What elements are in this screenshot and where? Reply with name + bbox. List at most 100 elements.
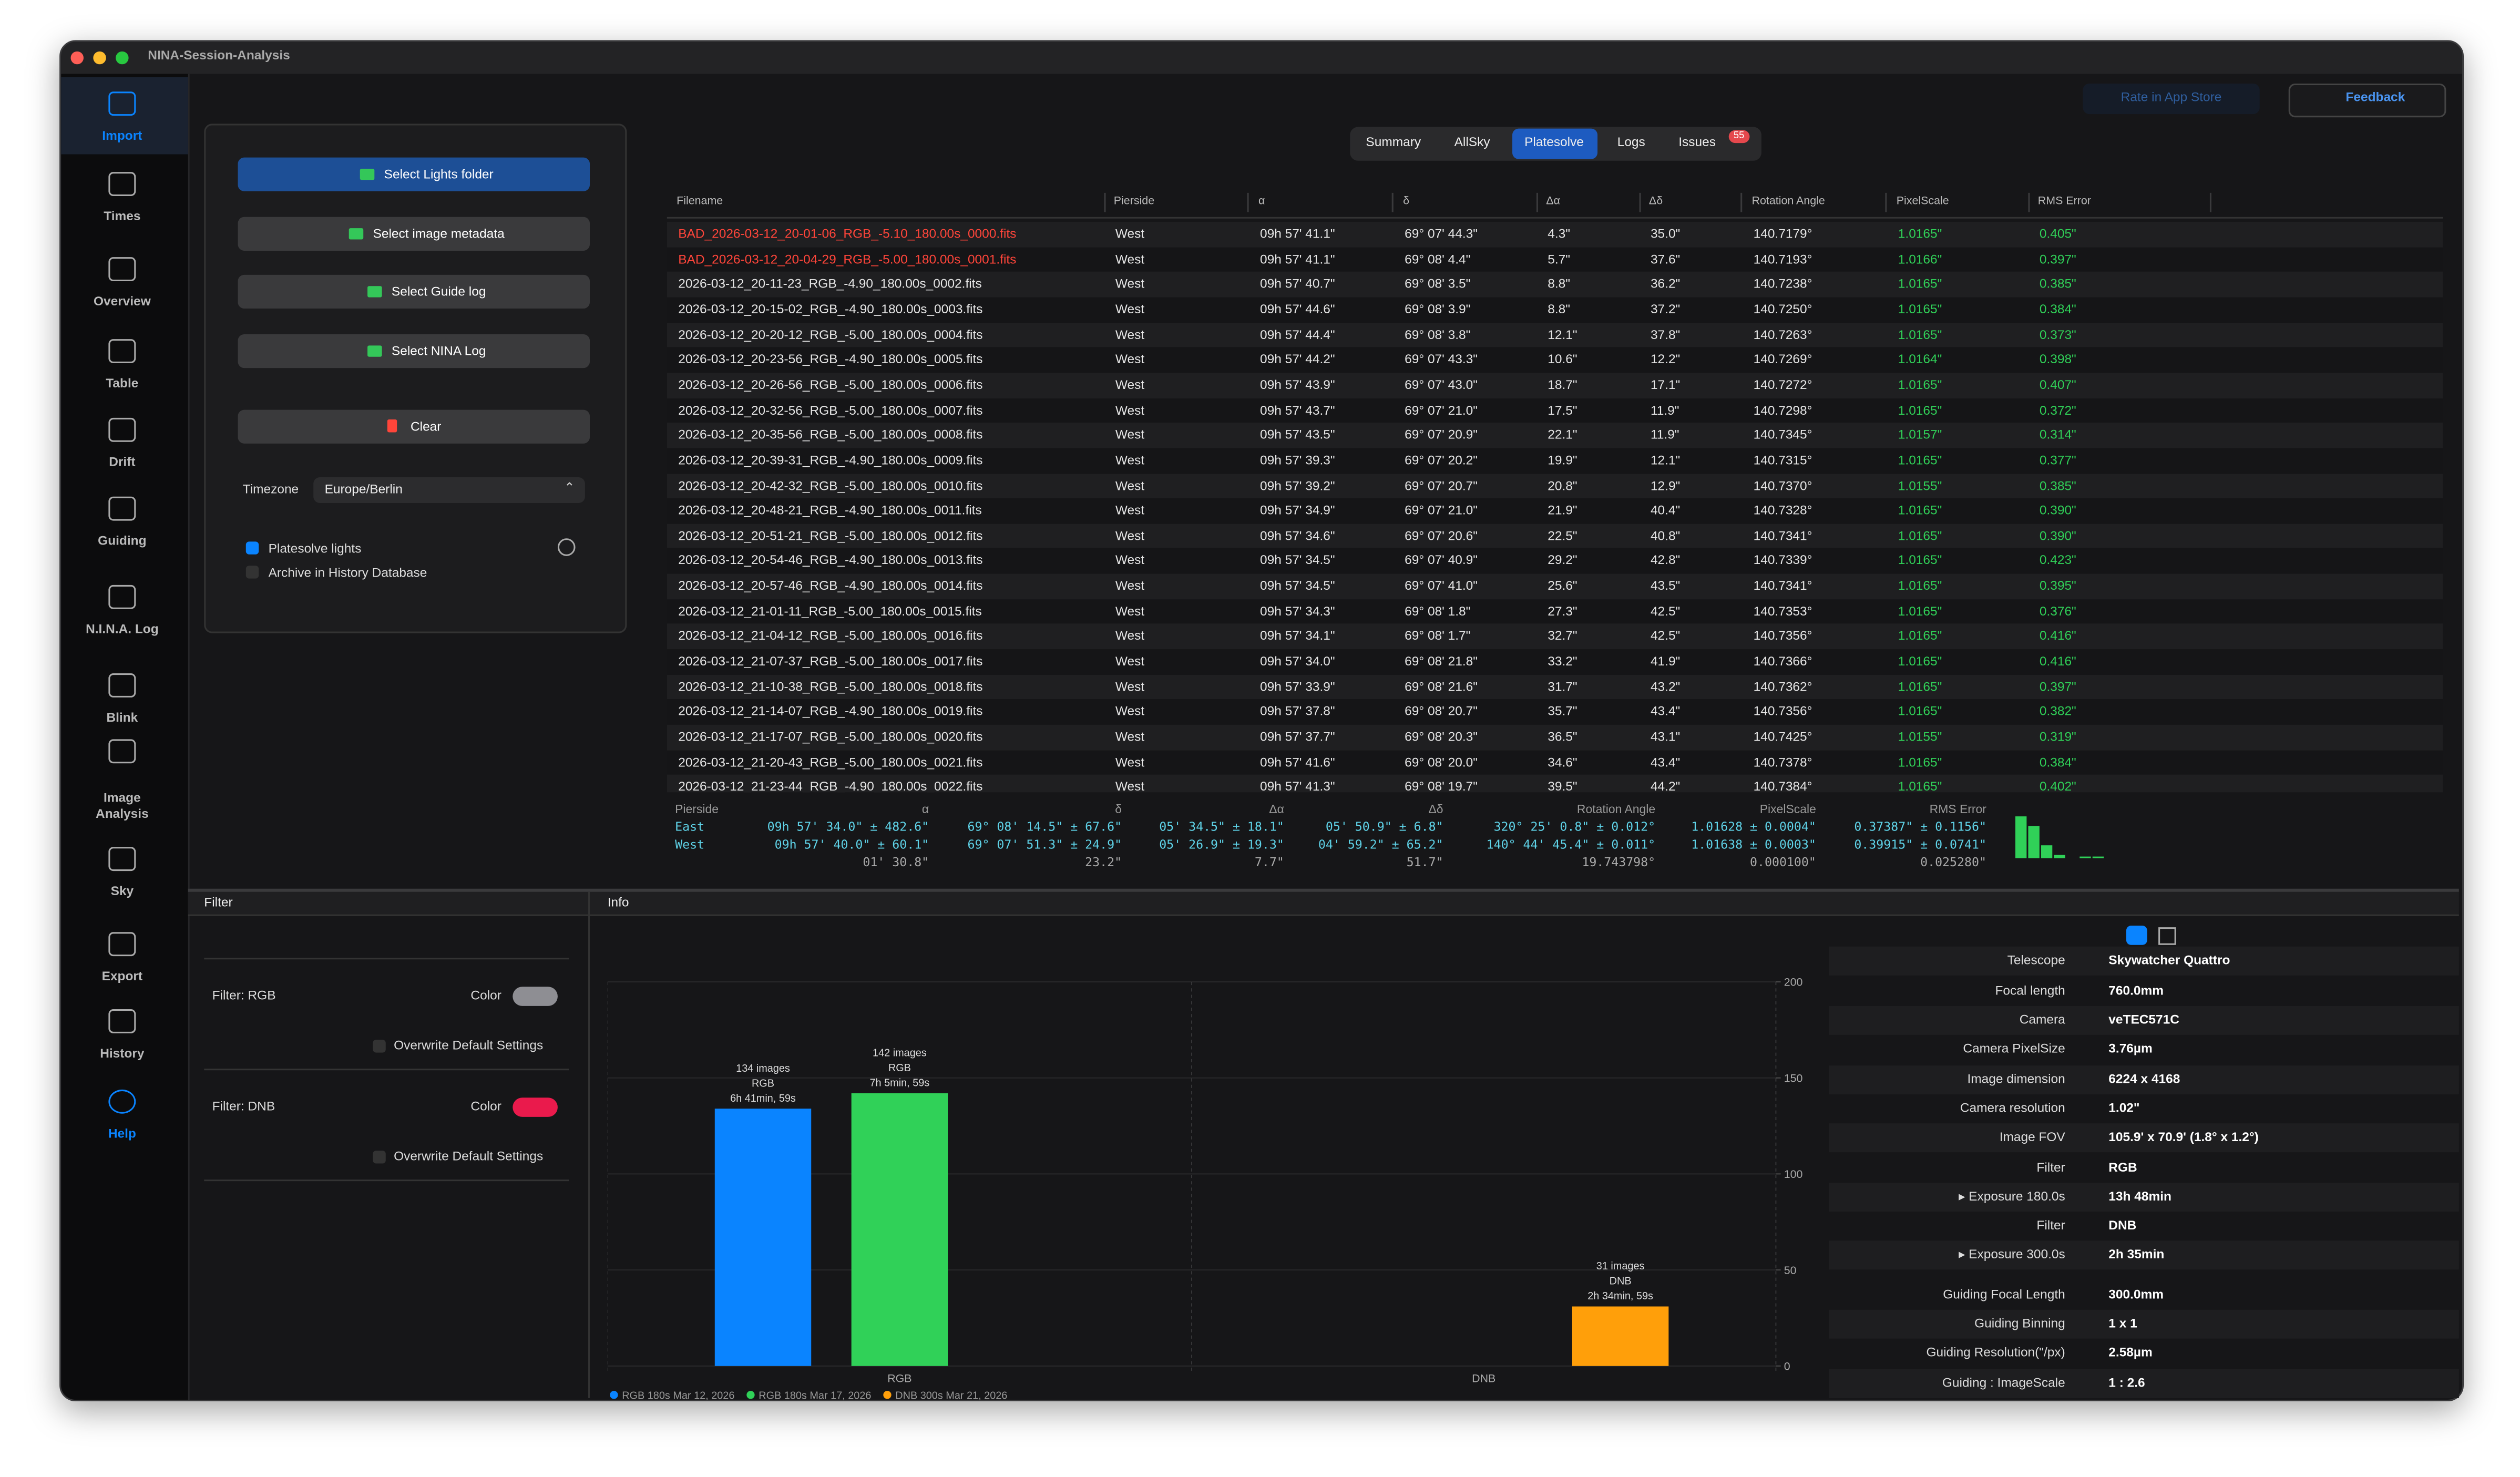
sidebar-item[interactable]: Overview: [93, 294, 151, 309]
rate-label[interactable]: Rate in App Store: [2121, 90, 2222, 105]
checkbox[interactable]: [373, 1151, 386, 1164]
checkbox[interactable]: [245, 566, 259, 579]
sidebar-icon[interactable]: [108, 91, 136, 116]
tab[interactable]: Issues: [1678, 135, 1716, 150]
sidebar-icon[interactable]: [108, 1089, 136, 1114]
table-row[interactable]: 2026-03-12_21-17-07_RGB_-5.00_180.00s_00…: [667, 724, 2443, 750]
sidebar-item[interactable]: Import: [102, 128, 142, 143]
tab[interactable]: Summary: [1366, 135, 1421, 150]
zoom-button[interactable]: [116, 51, 129, 65]
sidebar-icon[interactable]: [108, 417, 136, 442]
sidebar-item[interactable]: Guiding: [98, 534, 147, 548]
table-cell: 2026-03-12_20-35-56_RGB_-5.00_180.00s_00…: [678, 427, 983, 443]
tab[interactable]: Platesolve: [1524, 135, 1584, 150]
table-row[interactable]: 2026-03-12_21-20-43_RGB_-5.00_180.00s_00…: [667, 750, 2443, 775]
column-header[interactable]: Pierside: [1113, 196, 1155, 208]
table-row[interactable]: 2026-03-12_20-35-56_RGB_-5.00_180.00s_00…: [667, 423, 2443, 448]
clear-button[interactable]: [238, 409, 590, 444]
settings-icon[interactable]: [557, 538, 576, 556]
table-row[interactable]: 2026-03-12_20-57-46_RGB_-4.90_180.00s_00…: [667, 573, 2443, 599]
table-row[interactable]: 2026-03-12_20-39-31_RGB_-4.90_180.00s_00…: [667, 448, 2443, 474]
table-row[interactable]: 2026-03-12_20-11-23_RGB_-4.90_180.00s_00…: [667, 272, 2443, 298]
sidebar-item[interactable]: Sky: [110, 884, 134, 899]
sidebar-icon[interactable]: [108, 584, 136, 609]
sidebar-item[interactable]: History: [100, 1046, 145, 1061]
checkbox[interactable]: [373, 1040, 386, 1053]
table-row[interactable]: 2026-03-12_20-51-21_RGB_-5.00_180.00s_00…: [667, 524, 2443, 549]
rate-button[interactable]: [2083, 83, 2260, 115]
column-header[interactable]: Filename: [677, 196, 723, 208]
column-header[interactable]: Rotation Angle: [1751, 196, 1825, 208]
table-row[interactable]: BAD_2026-03-12_20-01-06_RGB_-5.10_180.00…: [667, 221, 2443, 247]
checkbox-label[interactable]: Overwrite Default Settings: [394, 1038, 544, 1053]
map-toggle[interactable]: [2158, 927, 2176, 945]
clear-label[interactable]: Clear: [410, 419, 442, 434]
column-header[interactable]: α: [1258, 196, 1265, 208]
table-row[interactable]: 2026-03-12_21-23-44_RGB_-4.90_180.00s_00…: [667, 775, 2443, 793]
table-row[interactable]: 2026-03-12_20-48-21_RGB_-4.90_180.00s_00…: [667, 498, 2443, 524]
sidebar-icon[interactable]: [108, 339, 136, 363]
table-row[interactable]: 2026-03-12_20-54-46_RGB_-4.90_180.00s_00…: [667, 548, 2443, 574]
table-row[interactable]: 2026-03-12_20-20-12_RGB_-5.00_180.00s_00…: [667, 322, 2443, 348]
sidebar-icon[interactable]: [108, 739, 136, 764]
sidebar-item[interactable]: Table: [106, 376, 139, 391]
sidebar-icon[interactable]: [108, 257, 136, 282]
table-row[interactable]: 2026-03-12_20-26-56_RGB_-5.00_180.00s_00…: [667, 372, 2443, 398]
column-header[interactable]: Δδ: [1648, 196, 1663, 208]
column-header[interactable]: PixelScale: [1896, 196, 1949, 208]
sidebar-icon[interactable]: [108, 673, 136, 698]
close-button[interactable]: [70, 51, 84, 65]
table-row[interactable]: 2026-03-12_21-01-11_RGB_-5.00_180.00s_00…: [667, 599, 2443, 624]
sidebar-item[interactable]: Blink: [106, 710, 138, 725]
feedback-label[interactable]: Feedback: [2345, 90, 2405, 105]
feedback-button[interactable]: [2288, 83, 2446, 118]
table-row[interactable]: 2026-03-12_20-32-56_RGB_-5.00_180.00s_00…: [667, 397, 2443, 423]
tab[interactable]: AllSky: [1454, 135, 1490, 150]
button[interactable]: [238, 217, 590, 251]
table-row[interactable]: 2026-03-12_21-07-37_RGB_-5.00_180.00s_00…: [667, 649, 2443, 675]
sidebar-item[interactable]: Times: [104, 209, 141, 223]
button-label[interactable]: Select Lights folder: [360, 168, 494, 181]
sidebar-icon[interactable]: [108, 932, 136, 957]
table-row[interactable]: 2026-03-12_21-14-07_RGB_-4.90_180.00s_00…: [667, 700, 2443, 725]
color-toggle[interactable]: [513, 987, 558, 1006]
info-key: Image dimension: [1967, 1072, 2065, 1086]
checkbox-label[interactable]: Archive in History Database: [268, 566, 427, 580]
table-cell: 69° 07' 21.0": [1405, 403, 1478, 417]
table-row[interactable]: 2026-03-12_20-23-56_RGB_-4.90_180.00s_00…: [667, 347, 2443, 373]
sidebar-item[interactable]: Export: [101, 969, 143, 984]
sidebar-icon[interactable]: [108, 496, 136, 521]
sidebar-item[interactable]: Drift: [109, 455, 136, 469]
table-row[interactable]: 2026-03-12_20-42-32_RGB_-5.00_180.00s_00…: [667, 473, 2443, 499]
sidebar-icon[interactable]: [108, 1009, 136, 1033]
sidebar-item[interactable]: Image Analysis: [96, 791, 149, 822]
tab[interactable]: Logs: [1617, 135, 1645, 150]
column-header[interactable]: δ: [1403, 196, 1410, 208]
minimize-button[interactable]: [93, 51, 106, 65]
button-label[interactable]: Select NINA Log: [367, 345, 486, 358]
timezone-select[interactable]: [313, 477, 585, 503]
table-row[interactable]: 2026-03-12_20-15-02_RGB_-4.90_180.00s_00…: [667, 297, 2443, 323]
button[interactable]: [238, 274, 590, 309]
table-row[interactable]: 2026-03-12_21-04-12_RGB_-5.00_180.00s_00…: [667, 624, 2443, 650]
color-toggle[interactable]: [513, 1098, 558, 1117]
button-label[interactable]: Select image metadata: [349, 228, 505, 241]
sidebar-icon[interactable]: [108, 172, 136, 197]
info-toggle[interactable]: [2126, 926, 2147, 945]
sidebar-item[interactable]: Help: [108, 1126, 136, 1141]
button[interactable]: [238, 157, 590, 191]
checkbox-label[interactable]: Overwrite Default Settings: [394, 1149, 544, 1164]
sidebar-item[interactable]: N.I.N.A. Log: [86, 622, 159, 637]
column-header[interactable]: Δα: [1546, 196, 1560, 208]
sidebar-icon[interactable]: [108, 847, 136, 871]
table-cell: 09h 57' 39.3": [1260, 453, 1335, 468]
checkbox[interactable]: [245, 541, 259, 555]
info-key: Filter: [2036, 1218, 2065, 1233]
checkbox-label[interactable]: Platesolve lights: [268, 541, 362, 556]
button-label[interactable]: Select Guide log: [367, 285, 486, 299]
button[interactable]: [238, 334, 590, 368]
table-row[interactable]: 2026-03-12_21-10-38_RGB_-5.00_180.00s_00…: [667, 674, 2443, 700]
column-header[interactable]: RMS Error: [2037, 196, 2091, 208]
timezone-value[interactable]: Europe/Berlin: [324, 482, 403, 497]
table-row[interactable]: BAD_2026-03-12_20-04-29_RGB_-5.00_180.00…: [667, 247, 2443, 272]
